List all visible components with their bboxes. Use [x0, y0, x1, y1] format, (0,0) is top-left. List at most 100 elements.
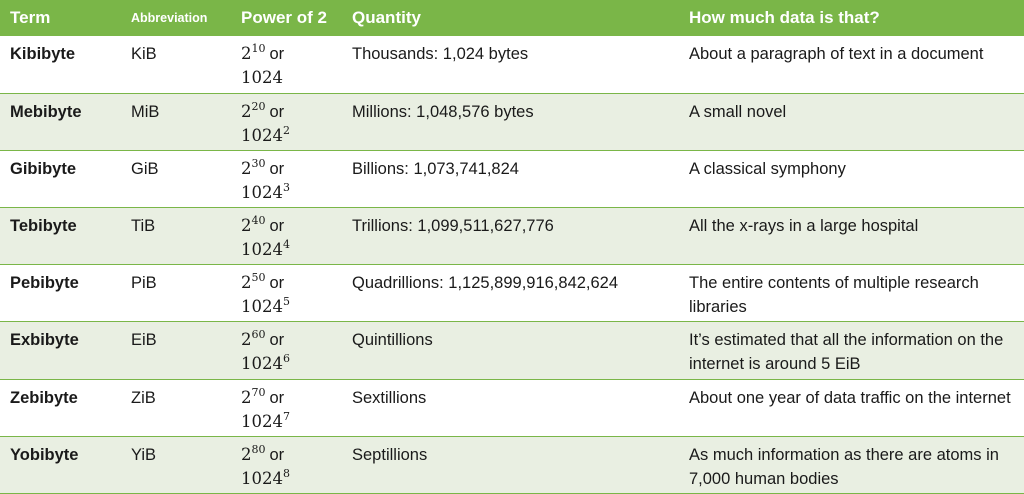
- power-or: or: [269, 45, 285, 63]
- power-exponent: 60: [251, 328, 266, 342]
- power-of-1024-line: 10245: [241, 295, 336, 319]
- data-description-cell: As much information as there are atoms i…: [689, 445, 999, 488]
- power-1024-base: 1024: [241, 297, 283, 317]
- power-of-1024-line: 10246: [241, 352, 336, 376]
- header-data: How much data is that?: [689, 8, 880, 27]
- power-cell: 230 or 10243: [231, 150, 342, 207]
- term-cell: Kibibyte: [10, 45, 76, 63]
- header-power: Power of 2: [241, 8, 327, 27]
- power-exponent: 70: [251, 385, 266, 399]
- data-description-cell: All the x-rays in a large hospital: [689, 217, 919, 236]
- power-of-two-line: 210 or: [241, 42, 336, 66]
- abbreviation-cell: GiB: [131, 159, 159, 178]
- term-cell: Mebibyte: [10, 102, 82, 121]
- quantity-cell: Quadrillions: 1,125,899,916,842,624: [352, 274, 619, 293]
- power-cell: 240 or 10244: [231, 208, 342, 265]
- data-description-cell: A small novel: [689, 102, 787, 121]
- power-of-two-line: 250 or: [241, 271, 336, 295]
- power-exponent: 40: [251, 214, 266, 228]
- abbreviation-cell: PiB: [131, 274, 157, 293]
- power-1024-exponent: 6: [283, 352, 290, 366]
- power-or: or: [269, 217, 285, 236]
- data-description-cell: It’s estimated that all the information …: [689, 331, 1004, 374]
- power-base: 2: [241, 101, 252, 121]
- table-row: Yobibyte YiB 280 or 10248 Septillions As much …: [0, 436, 1024, 494]
- quantity-cell: Billions: 1,073,741,824: [352, 159, 519, 178]
- power-of-1024-line: 10242: [241, 124, 336, 148]
- power-base: 2: [241, 330, 252, 350]
- power-base: 2: [241, 273, 252, 293]
- power-of-1024-line: 10247: [241, 410, 336, 434]
- term-cell: Gibibyte: [10, 159, 77, 178]
- power-of-1024-line: 1024: [241, 66, 336, 90]
- power-of-two-line: 240 or: [241, 214, 336, 238]
- term-cell: Yobibyte: [10, 445, 79, 464]
- power-base: 2: [241, 216, 252, 236]
- power-1024-base: 1024: [241, 68, 283, 87]
- header-abbreviation: Abbreviation: [131, 11, 208, 25]
- quantity-cell: Trillions: 1,099,511,627,776: [352, 217, 554, 236]
- data-description-cell: About one year of data traffic on the in…: [689, 388, 1011, 407]
- power-of-1024-line: 10243: [241, 181, 336, 205]
- power-or: or: [269, 159, 285, 178]
- power-or: or: [269, 445, 285, 464]
- abbreviation-cell: YiB: [131, 445, 157, 464]
- header-quantity: Quantity: [352, 8, 421, 27]
- power-1024-exponent: 3: [283, 180, 290, 194]
- power-1024-base: 1024: [241, 240, 283, 260]
- table-row: Exbibyte EiB 260 or 10246 Quintillions It’s es…: [0, 321, 1024, 380]
- quantity-cell: Sextillions: [352, 388, 427, 407]
- power-base: 2: [241, 44, 252, 63]
- power-base: 2: [241, 158, 252, 178]
- power-or: or: [269, 388, 285, 407]
- power-1024-exponent: 2: [283, 123, 290, 137]
- power-exponent: 20: [251, 99, 266, 113]
- power-of-1024-line: 10248: [241, 467, 336, 491]
- data-description-cell: The entire contents of multiple research…: [689, 274, 979, 317]
- table-row: Zebibyte ZiB 270 or 10247 Sextillions About on…: [0, 379, 1024, 437]
- power-1024-base: 1024: [241, 182, 283, 202]
- quantity-cell: Thousands: 1,024 bytes: [352, 45, 529, 63]
- power-of-1024-line: 10244: [241, 238, 336, 262]
- power-1024-exponent: 5: [283, 295, 290, 309]
- term-cell: Zebibyte: [10, 388, 78, 407]
- table-row: Mebibyte MiB 220 or 10242 Millions: 1,048,576…: [0, 93, 1024, 151]
- power-1024-exponent: 7: [283, 409, 290, 423]
- power-cell: 270 or 10247: [231, 379, 342, 436]
- data-description-cell: A classical symphony: [689, 159, 846, 178]
- power-1024-exponent: 8: [283, 466, 290, 480]
- power-cell: 260 or 10246: [231, 322, 342, 379]
- power-or: or: [269, 331, 285, 350]
- header-term: Term: [10, 8, 51, 27]
- table-row: Kibibyte KiB 210 or 1024 Thousands: 1,024 byt…: [0, 36, 1024, 94]
- quantity-cell: Quintillions: [352, 331, 433, 350]
- power-exponent: 80: [251, 442, 266, 456]
- power-1024-base: 1024: [241, 354, 283, 374]
- header-row: Term Abbreviation Power of 2 Quantity Ho…: [0, 0, 1024, 36]
- abbreviation-cell: EiB: [131, 331, 157, 350]
- power-base: 2: [241, 444, 252, 464]
- term-cell: Pebibyte: [10, 274, 79, 293]
- power-cell: 280 or 10248: [231, 436, 342, 493]
- power-exponent: 30: [251, 156, 266, 170]
- power-of-two-line: 270 or: [241, 386, 336, 410]
- table-row: Tebibyte TiB 240 or 10244 Trillions: 1,099,51…: [0, 207, 1024, 265]
- power-1024-exponent: 4: [283, 238, 290, 252]
- power-of-two-line: 260 or: [241, 328, 336, 352]
- abbreviation-cell: MiB: [131, 102, 160, 121]
- power-cell: 210 or 1024: [231, 36, 342, 93]
- power-cell: 250 or 10245: [231, 265, 342, 322]
- power-exponent: 10: [251, 42, 266, 55]
- power-or: or: [269, 274, 285, 293]
- power-of-two-line: 220 or: [241, 100, 336, 124]
- abbreviation-cell: ZiB: [131, 388, 156, 407]
- table-row: Gibibyte GiB 230 or 10243 Billions: 1,073,741…: [0, 150, 1024, 208]
- quantity-cell: Millions: 1,048,576 bytes: [352, 102, 534, 121]
- abbreviation-cell: KiB: [131, 45, 157, 63]
- table-header: Term Abbreviation Power of 2 Quantity Ho…: [0, 0, 1024, 36]
- power-of-two-line: 280 or: [241, 443, 336, 467]
- power-or: or: [269, 102, 285, 121]
- power-base: 2: [241, 387, 252, 407]
- power-cell: 220 or 10242: [231, 93, 342, 150]
